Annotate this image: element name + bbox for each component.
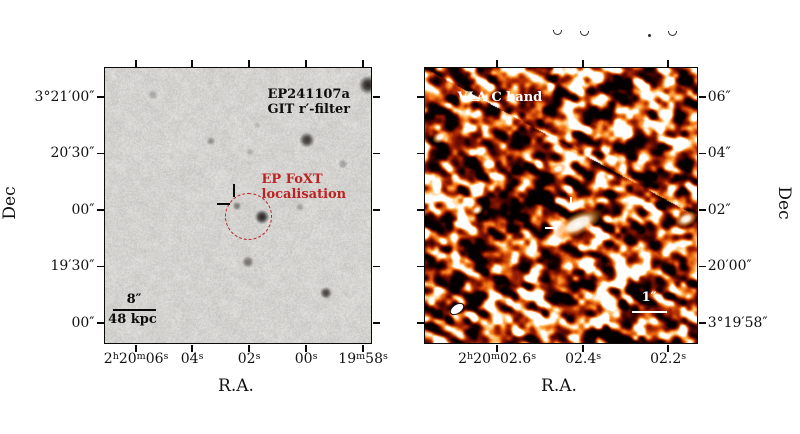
x-tick-label: 02s — [237, 350, 261, 367]
axis-tick — [191, 59, 193, 67]
radio-source-marker-vertical — [569, 197, 572, 210]
x-tick-label: 02.2s — [650, 350, 687, 367]
x-tick-label: 2h20m06s — [103, 350, 169, 367]
optical-scalebar-sublabel: 48 kpc — [108, 311, 157, 327]
axis-tick — [305, 344, 307, 352]
source-marker-horizontal — [217, 203, 230, 205]
radio-panel: VLA C band 1″ — [423, 66, 698, 344]
axis-tick — [135, 344, 137, 352]
x-tick-label: 19m58s — [338, 350, 388, 367]
radio-scalebar-line — [631, 310, 667, 313]
y-tick-label: 3°19′58″ — [707, 314, 768, 331]
axis-tick — [416, 152, 424, 155]
radio-xaxis-title: R.A. — [541, 376, 577, 396]
axis-tick — [416, 96, 424, 98]
axis-tick — [372, 96, 380, 98]
axis-tick — [416, 265, 424, 268]
localisation-circle — [225, 192, 272, 240]
axis-tick — [496, 59, 498, 67]
source-marker-vertical — [232, 184, 235, 197]
axis-tick — [698, 152, 706, 155]
cropped-title-fragment — [668, 31, 677, 36]
axis-tick — [305, 59, 307, 67]
axis-tick — [248, 344, 250, 352]
x-tick-label: 2h20m02.6s — [458, 350, 537, 367]
axis-tick — [191, 344, 193, 352]
axis-tick — [372, 209, 380, 211]
localisation-label: EP FoXT localisation — [262, 172, 347, 202]
axis-tick — [667, 344, 669, 352]
y-tick-label: 04″ — [707, 145, 731, 162]
axis-tick — [248, 59, 250, 67]
localisation-label-line2: localisation — [261, 186, 347, 202]
cropped-title-fragment — [580, 31, 589, 36]
axis-tick — [582, 344, 584, 352]
cropped-title-fragment — [553, 30, 562, 35]
axis-tick — [698, 322, 706, 324]
axis-tick — [667, 59, 669, 67]
x-tick-label: 00s — [294, 350, 318, 367]
axis-tick — [416, 322, 424, 324]
optical-scalebar-line — [112, 308, 156, 311]
y-tick-label: 19′30″ — [50, 258, 95, 275]
radio-source-marker-horizontal — [545, 226, 557, 229]
y-tick-label: 00″ — [71, 201, 95, 218]
axis-tick — [362, 59, 364, 67]
axis-tick — [698, 209, 706, 211]
axis-tick — [96, 209, 104, 211]
radio-scalebar-label: 1″ — [641, 289, 657, 305]
filter-name: GIT r′-filter — [267, 101, 351, 117]
x-tick-label: 04s — [180, 350, 204, 367]
optical-scalebar-label: 8″ — [126, 291, 142, 307]
y-tick-label: 20′30″ — [50, 145, 95, 162]
target-name: EP241107a — [267, 86, 350, 102]
y-tick-label: 06″ — [707, 88, 731, 105]
y-tick-label: 02″ — [707, 201, 731, 218]
optical-panel: EP241107a GIT r′-filter EP FoXT localisa… — [103, 66, 372, 344]
x-tick-label: 02.4s — [565, 350, 602, 367]
axis-tick — [362, 344, 364, 352]
axis-tick — [96, 322, 104, 324]
band-label: VLA C band — [457, 89, 543, 105]
optical-xaxis-title: R.A. — [218, 376, 254, 396]
axis-tick — [496, 344, 498, 352]
y-tick-label: 20′00″ — [707, 258, 752, 275]
y-tick-label: 3°21′00″ — [34, 88, 95, 105]
axis-tick — [372, 152, 380, 155]
axis-tick — [372, 322, 380, 324]
axis-tick — [582, 59, 584, 67]
vla-radio-image — [424, 67, 697, 343]
y-tick-label: 00″ — [71, 314, 95, 331]
axis-tick — [96, 152, 104, 155]
target-label: EP241107a GIT r′-filter — [268, 87, 351, 117]
axis-tick — [416, 209, 424, 211]
axis-tick — [96, 265, 104, 268]
axis-tick — [698, 96, 706, 98]
axis-tick — [96, 96, 104, 98]
localisation-label-line1: EP FoXT — [261, 171, 323, 187]
axis-tick — [372, 265, 380, 268]
cropped-title-fragment — [648, 34, 651, 37]
axis-tick — [135, 59, 137, 67]
axis-tick — [698, 265, 706, 268]
